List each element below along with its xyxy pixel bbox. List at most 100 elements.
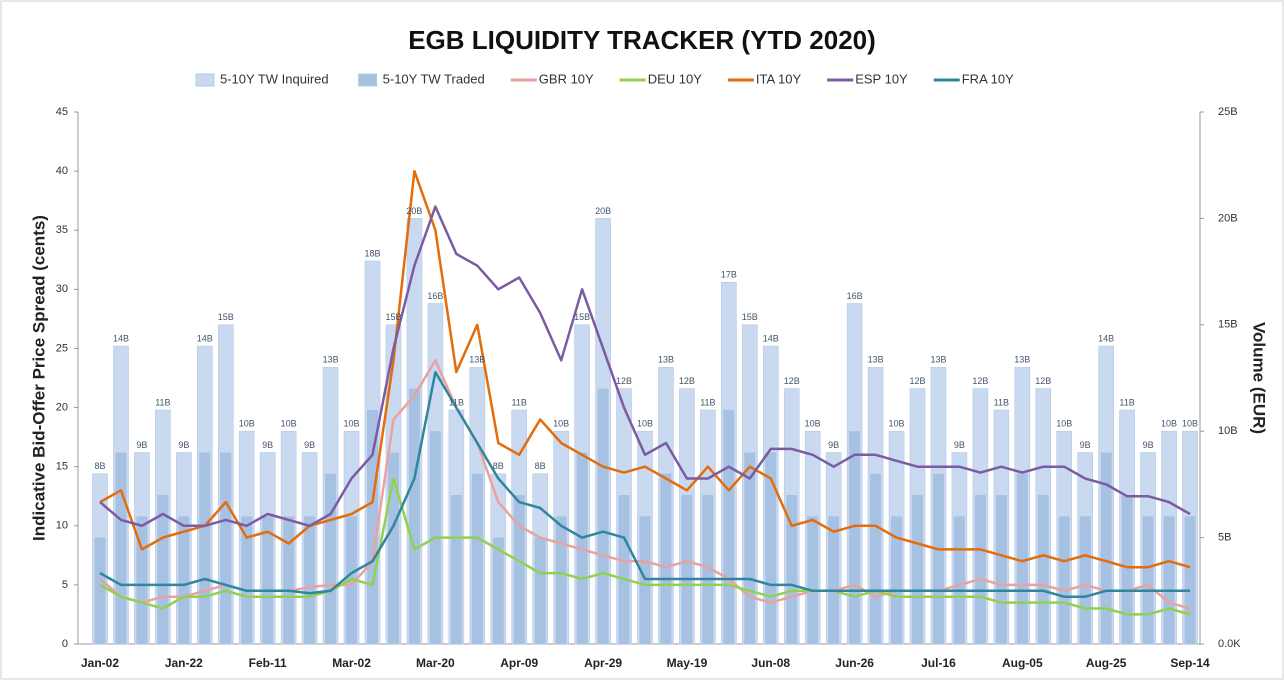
bar-value-label: 8B (493, 461, 504, 471)
y2-tick-label: 20B (1218, 212, 1238, 224)
x-tick-label: Jan-22 (165, 656, 203, 670)
bar-value-label: 10B (1056, 419, 1072, 429)
legend-label: FRA 10Y (962, 71, 1014, 86)
legend-label: 5-10Y TW Traded (383, 71, 485, 86)
volume-bar (157, 495, 169, 644)
volume-bar (304, 516, 316, 644)
legend-label: ITA 10Y (756, 71, 802, 86)
volume-bar (1163, 516, 1175, 644)
bar-value-label: 10B (805, 419, 821, 429)
volume-bar (744, 452, 756, 644)
bar-value-label: 10B (553, 419, 569, 429)
y-tick-label: 5 (62, 579, 68, 591)
x-tick-label: Jun-26 (835, 656, 874, 670)
y-tick-label: 45 (56, 106, 68, 118)
legend-label: ESP 10Y (855, 71, 908, 86)
bar-value-label: 9B (828, 440, 839, 450)
volume-bar (408, 388, 420, 644)
volume-bar (199, 452, 211, 644)
bar-value-label: 15B (742, 312, 758, 322)
volume-bar (367, 409, 378, 644)
y-tick-label: 40 (56, 165, 68, 177)
volume-bar (283, 516, 295, 644)
y2-tick-label: 0.0K (1218, 638, 1241, 650)
bar-value-label: 9B (178, 440, 189, 450)
bar-value-label: 20B (595, 206, 611, 216)
bar-value-label: 10B (281, 419, 297, 429)
volume-bar (723, 409, 735, 644)
volume-bar (702, 495, 714, 644)
bar-value-label: 13B (930, 355, 946, 365)
volume-bar (136, 516, 148, 644)
bar-value-label: 16B (847, 291, 863, 301)
bar-value-label: 13B (658, 355, 674, 365)
bar-value-label: 11B (449, 397, 464, 407)
x-tick-label: Feb-11 (249, 656, 287, 670)
x-tick-label: Apr-29 (584, 656, 622, 670)
volume-bar (1100, 452, 1112, 644)
legend-label: DEU 10Y (648, 71, 703, 86)
legend-swatch (358, 73, 378, 87)
bar-value-label: 10B (1161, 419, 1177, 429)
spread-line (99, 205, 1191, 528)
volume-bar (597, 388, 609, 644)
x-tick-label: Jan-02 (81, 656, 119, 670)
x-tick-label: Mar-02 (332, 656, 371, 670)
x-tick-label: May-19 (667, 656, 708, 670)
y-tick-label: 20 (56, 401, 68, 413)
spread-line (99, 477, 1191, 616)
x-tick-label: Jul-16 (921, 656, 956, 670)
volume-bar (325, 473, 337, 644)
bar-value-label: 11B (700, 397, 715, 407)
bar-value-label: 10B (889, 419, 905, 429)
volume-bar (891, 516, 903, 644)
bar-value-label: 14B (197, 333, 213, 343)
volume-bar (953, 516, 965, 644)
bar-value-label: 18B (364, 248, 380, 258)
y2-tick-label: 10B (1218, 425, 1238, 437)
volume-bar (534, 537, 546, 644)
x-tick-label: Sep-14 (1170, 656, 1210, 670)
x-tick-label: Apr-09 (500, 656, 538, 670)
bar-value-label: 9B (262, 440, 273, 450)
bar-value-label: 12B (909, 376, 925, 386)
x-tick-label: Aug-25 (1086, 656, 1127, 670)
y-axis-label: Indicative Bid-Offer Price Spread (cents… (29, 215, 48, 541)
bar-value-label: 10B (637, 419, 653, 429)
bar-value-label: 14B (113, 333, 129, 343)
volume-bar (618, 495, 630, 644)
bar-value-label: 10B (344, 419, 360, 429)
bar-value-label: 11B (512, 397, 527, 407)
volume-bar (178, 516, 190, 644)
volume-bar (450, 495, 462, 644)
bar-value-label: 12B (616, 376, 632, 386)
bar-value-label: 9B (1080, 440, 1091, 450)
volume-bar (932, 473, 944, 644)
legend-label: GBR 10Y (539, 71, 594, 86)
volume-bar (849, 431, 861, 644)
bar-value-label: 9B (136, 440, 147, 450)
volume-bar (94, 537, 106, 644)
bar-value-label: 15B (218, 312, 234, 322)
volume-bar (1079, 516, 1091, 644)
bar-value-label: 15B (385, 312, 401, 322)
bar-value-label: 13B (469, 355, 485, 365)
bar-value-label: 11B (155, 397, 170, 407)
bar-value-label: 11B (994, 397, 1009, 407)
spread-line (99, 370, 1190, 598)
x-tick-label: Aug-05 (1002, 656, 1043, 670)
x-tick-label: Jun-08 (751, 656, 790, 670)
legend-label: 5-10Y TW Inquired (220, 71, 329, 86)
y-tick-label: 10 (56, 520, 68, 532)
y-tick-label: 15 (56, 461, 68, 473)
bar-value-label: 17B (721, 270, 737, 280)
y-tick-label: 0 (62, 638, 68, 650)
volume-bar (115, 452, 127, 644)
y2-axis-label: Volume (EUR) (1250, 322, 1269, 434)
volume-bar (660, 473, 672, 644)
y2-tick-label: 15B (1218, 319, 1238, 331)
bar-value-label: 8B (94, 461, 105, 471)
volume-bar (765, 452, 777, 644)
volume-bar (492, 537, 504, 644)
volume-bar (681, 495, 693, 644)
